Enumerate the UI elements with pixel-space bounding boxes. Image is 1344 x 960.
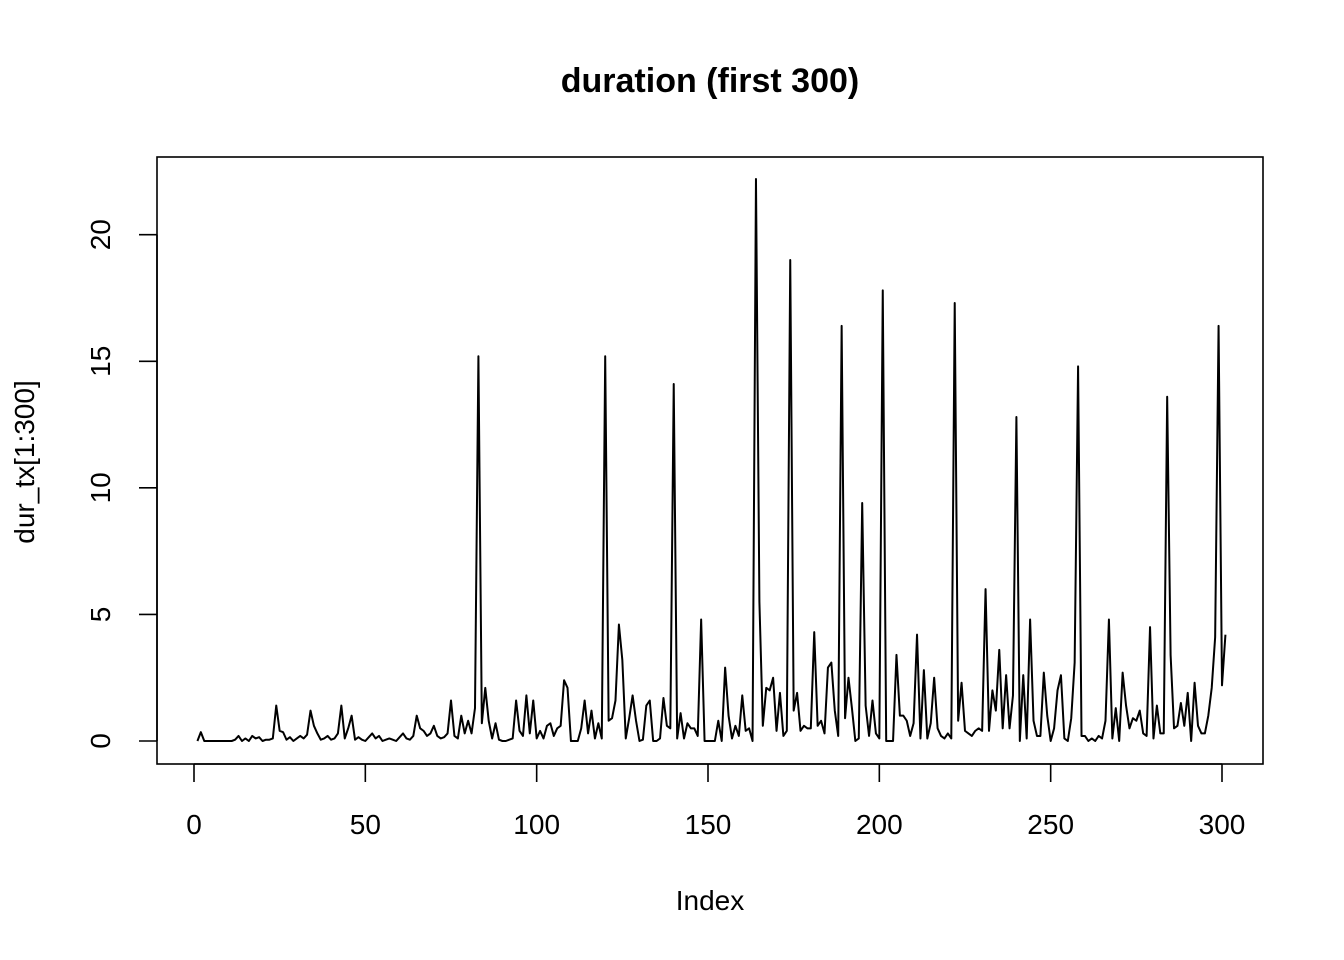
y-tick-label: 0 <box>85 733 116 749</box>
chart-title: duration (first 300) <box>561 62 859 100</box>
x-axis-label: Index <box>676 885 745 916</box>
plot-area-border <box>156 156 1264 765</box>
y-tick-label: 15 <box>85 346 116 377</box>
x-tick-label: 50 <box>350 809 381 840</box>
y-axis-label: dur_tx[1:300] <box>9 380 40 543</box>
x-tick-label: 100 <box>513 809 560 840</box>
x-tick-label: 0 <box>186 809 202 840</box>
x-tick-label: 250 <box>1027 809 1074 840</box>
series-line-1 <box>196 178 1227 742</box>
x-tick-label: 300 <box>1199 809 1246 840</box>
y-tick-label: 5 <box>85 607 116 623</box>
y-axis: 0 5 10 15 20 <box>85 219 158 749</box>
series-layer <box>196 178 1227 742</box>
x-tick-label: 200 <box>856 809 903 840</box>
x-tick-label: 150 <box>685 809 732 840</box>
x-axis: 0 50 100 150 200 250 300 <box>186 763 1246 840</box>
y-tick-label: 10 <box>85 472 116 503</box>
y-tick-label: 20 <box>85 219 116 250</box>
